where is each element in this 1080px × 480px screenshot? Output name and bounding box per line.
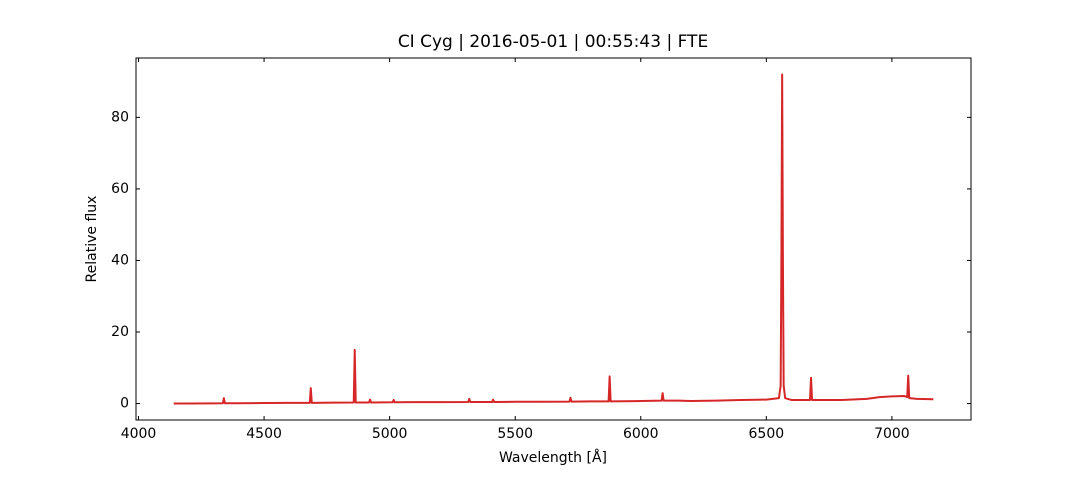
spectrum-line [173, 73, 934, 405]
x-tick-label: 6500 [749, 426, 785, 442]
plot-frame [135, 57, 972, 421]
x-tick-label: 6000 [623, 426, 659, 442]
y-tick-label: 40 [111, 252, 129, 268]
x-tick-label: 7000 [874, 426, 910, 442]
chart-title: CI Cyg | 2016-05-01 | 00:55:43 | FTE [398, 32, 708, 52]
x-tick-label: 5000 [372, 426, 408, 442]
x-tick-label: 4500 [246, 426, 282, 442]
x-axis-label: Wavelength [Å] [499, 449, 607, 466]
y-tick-label: 20 [111, 324, 129, 340]
x-tick-label: 4000 [121, 426, 157, 442]
x-tick-label: 5500 [497, 426, 533, 442]
y-tick-label: 60 [111, 181, 129, 197]
y-tick-label: 80 [111, 109, 129, 125]
y-axis-label: Relative flux [84, 196, 100, 283]
y-tick-label: 0 [120, 396, 129, 412]
